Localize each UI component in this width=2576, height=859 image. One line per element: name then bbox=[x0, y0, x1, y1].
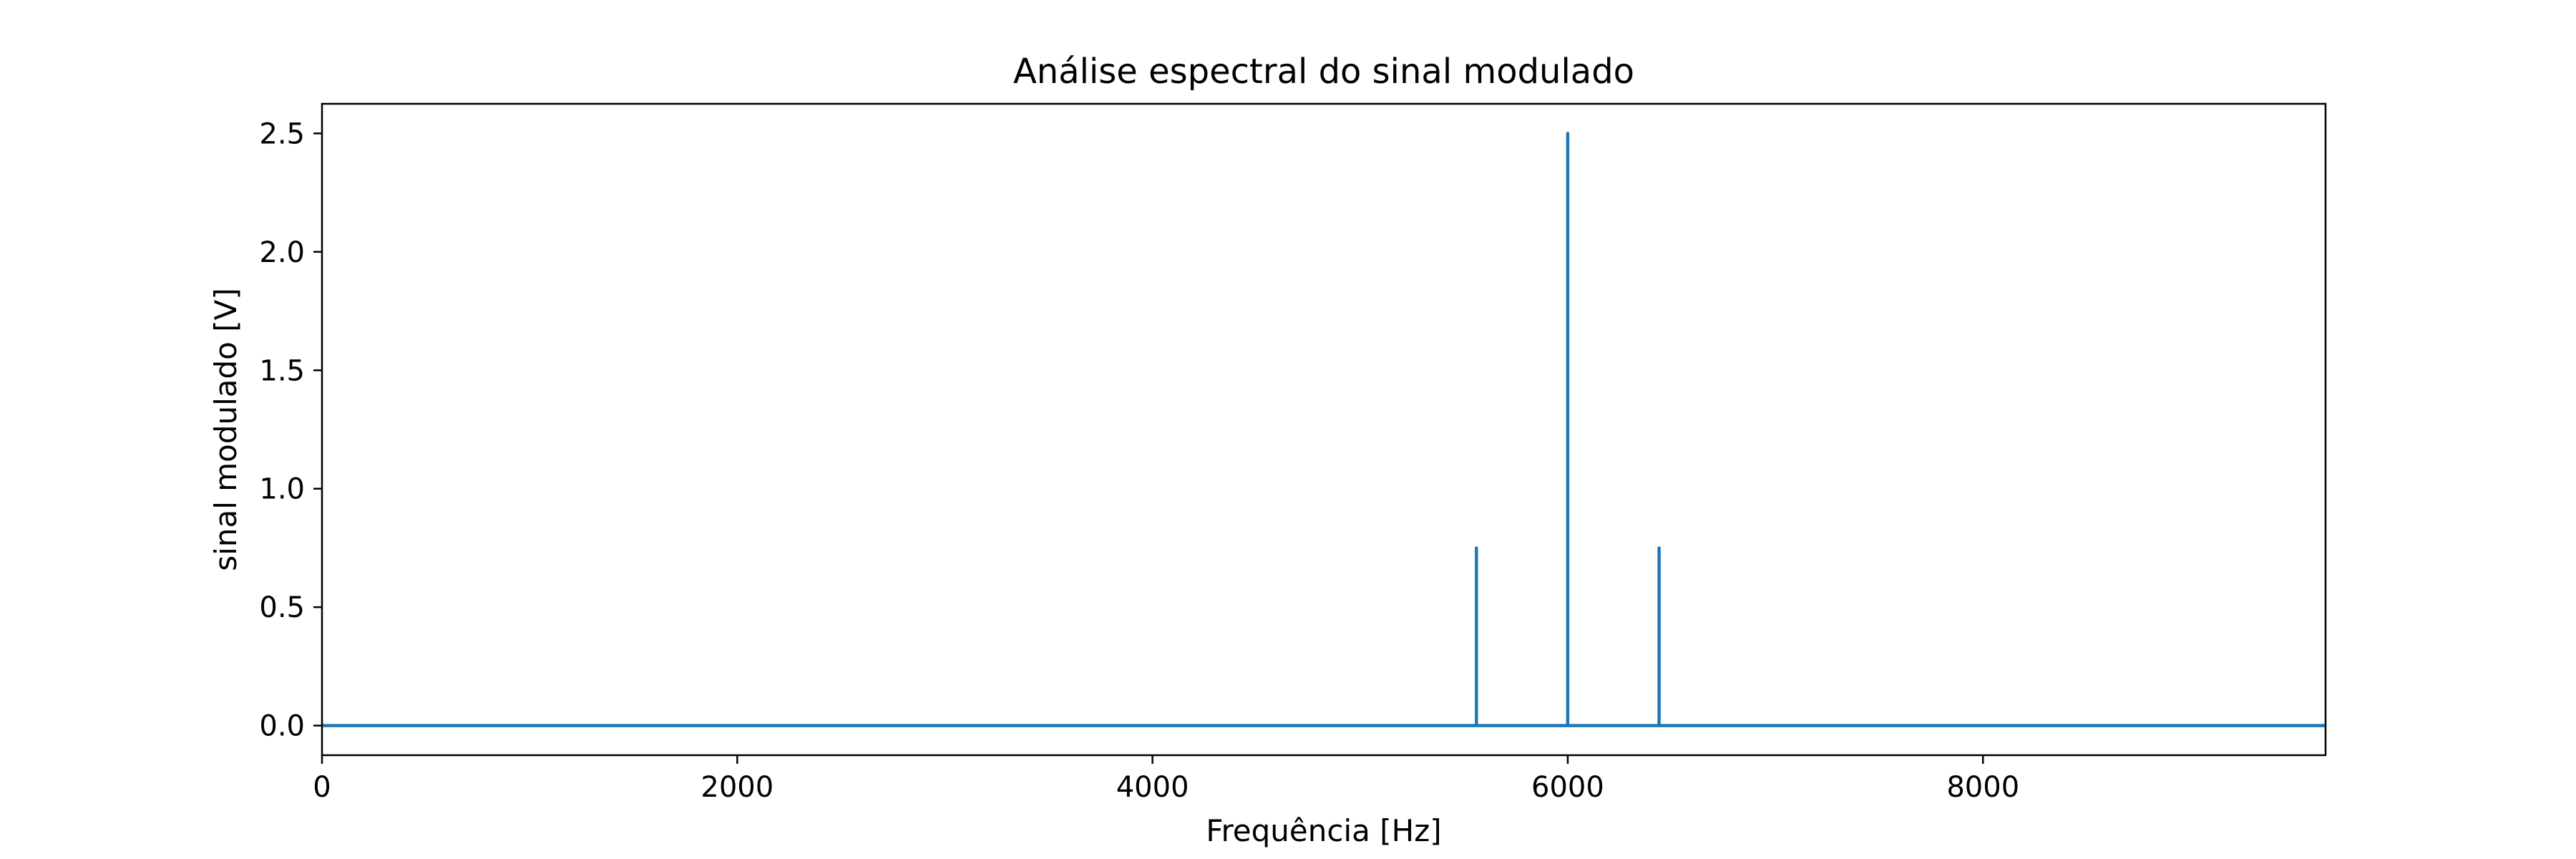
x-axis-label: Frequência [Hz] bbox=[1206, 813, 1441, 848]
x-axis-ticks: 0 2000 4000 6000 8000 bbox=[313, 755, 2019, 804]
y-axis-ticks: 0.0 0.5 1.0 1.5 2.0 2.5 bbox=[259, 117, 322, 743]
axes-frame bbox=[321, 102, 2327, 757]
y-tick-label: 0.0 bbox=[259, 710, 305, 743]
x-tick-label: 8000 bbox=[1946, 771, 2019, 804]
plot-area bbox=[322, 132, 2326, 727]
x-tick-label: 4000 bbox=[1116, 771, 1189, 804]
y-axis-label: sinal modulado [V] bbox=[208, 288, 243, 571]
y-tick-label: 2.0 bbox=[259, 236, 305, 269]
y-tick-label: 2.5 bbox=[259, 117, 305, 150]
y-tick-label: 1.0 bbox=[259, 473, 305, 506]
x-tick-label: 0 bbox=[313, 771, 331, 804]
chart-title: Análise espectral do sinal modulado bbox=[1013, 52, 1634, 92]
y-tick-label: 0.5 bbox=[259, 591, 305, 624]
series-line-0 bbox=[322, 132, 2326, 727]
y-tick-label: 1.5 bbox=[259, 354, 305, 387]
x-tick-label: 2000 bbox=[701, 771, 774, 804]
x-tick-label: 6000 bbox=[1531, 771, 1604, 804]
